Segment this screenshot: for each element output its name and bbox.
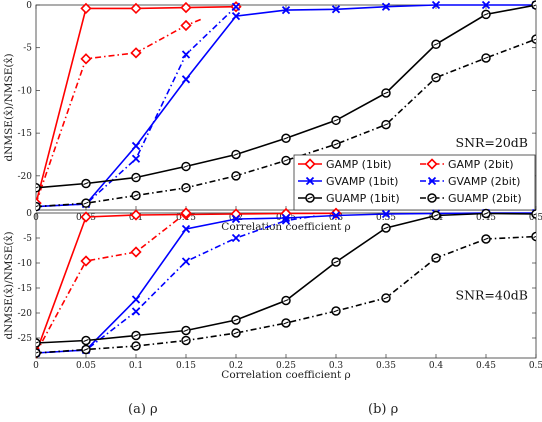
data-point [36, 201, 41, 212]
snr-annotation: SNR=40dB [456, 288, 528, 303]
figure: 0 0.05 0.1 0.15 0.2 0.25 0.3 0.35 0.4 0.45 0.5 0 -5 -… [3, 0, 542, 381]
caption-right: (b) ρ [368, 402, 399, 417]
y-tick-label: -5 [23, 234, 32, 244]
data-point [180, 207, 192, 219]
legend-entry: GAMP (1bit) [326, 158, 392, 171]
y-axis-label: dNMSE(x̂)/NMSE(x̂) [3, 53, 15, 161]
caption-left: (a) ρ [128, 402, 158, 417]
data-point [80, 53, 92, 65]
data-point [431, 0, 441, 10]
chart-panel-2: 0 0.05 0.1 0.15 0.2 0.25 0.3 0.35 0.4 0.45 0.5 0 -5 -… [3, 207, 542, 381]
data-point [130, 246, 142, 258]
snr-annotation: SNR=20dB [456, 135, 528, 150]
x-tick-label: 0 [33, 361, 39, 371]
data-point [281, 216, 291, 225]
y-tick-label: -20 [18, 172, 33, 182]
x-tick-label: 0.35 [376, 213, 396, 223]
x-axis-label: Correlation coefficient ρ [221, 369, 350, 381]
data-point [281, 213, 291, 223]
data-point [180, 19, 192, 32]
series-line-guamp-2bit [36, 38, 536, 208]
data-point [531, 34, 536, 44]
data-point [331, 211, 341, 220]
data-point [80, 255, 92, 267]
series-line-gamp-2bit [36, 17, 204, 204]
data-point [381, 209, 391, 219]
data-point [181, 224, 191, 234]
x-tick-label: 0.45 [476, 361, 496, 371]
data-point [531, 231, 536, 242]
x-tick-label: 0.05 [76, 361, 96, 371]
legend-marker [427, 176, 437, 186]
data-point [131, 307, 141, 316]
chart-panel-1: 00.050.10.150.20.250.30.350.40.450.50-5-… [3, 0, 542, 233]
y-axis-label: dNMSE(x̂)/NMSE(x̂) [3, 231, 15, 339]
data-point [36, 348, 41, 358]
legend-box [293, 154, 536, 211]
data-point [130, 47, 142, 59]
series-group [36, 0, 536, 212]
legend: GAMP (1bit) GAMP (2bit) GVAMP (1bit) GVAMP … [293, 154, 536, 211]
x-tick-label: 0.5 [529, 361, 542, 371]
x-tick-label: 0.35 [376, 361, 396, 371]
data-point [180, 1, 192, 14]
data-point [130, 2, 142, 15]
legend-marker [426, 158, 438, 170]
data-point [131, 295, 141, 304]
y-tick-label: 0 [26, 209, 32, 219]
legend-entry: GVAMP (1bit) [326, 175, 398, 188]
data-point [331, 5, 341, 14]
series-line-gvamp-1bit [36, 212, 536, 354]
x-tick-label: 0.4 [429, 361, 444, 371]
legend-entry: GUAMP (2bit) [448, 192, 522, 205]
data-point [80, 2, 92, 15]
x-tick-label: 0.15 [176, 361, 196, 371]
data-point [36, 338, 41, 348]
series-group [36, 207, 536, 359]
y-tick-label: -10 [18, 259, 33, 269]
data-point [531, 0, 536, 10]
data-point [130, 209, 142, 221]
y-tick-label: -15 [18, 129, 33, 139]
legend-entry: GUAMP (1bit) [326, 192, 400, 205]
data-point [281, 5, 291, 15]
x-tick-label: 0.3 [329, 361, 344, 371]
data-point [131, 141, 141, 151]
data-point [181, 50, 191, 59]
data-point [181, 75, 191, 84]
x-tick-label: 0.2 [229, 361, 243, 371]
y-tick-label: -5 [23, 44, 32, 54]
data-point [231, 11, 241, 21]
legend-entry: GAMP (2bit) [448, 158, 514, 171]
y-tick-label: -10 [18, 86, 33, 96]
y-tick-label: -25 [18, 334, 33, 344]
y-tick-label: -20 [18, 309, 33, 319]
legend-marker [305, 176, 315, 186]
x-tick-label: 0.1 [129, 361, 143, 371]
data-point [36, 183, 41, 193]
data-point [80, 211, 92, 223]
x-tick-label: 0.25 [276, 361, 296, 371]
data-point [531, 209, 536, 219]
data-point [481, 0, 491, 10]
figure-caption: (a) ρ (b) ρ [0, 400, 542, 422]
x-axis-label: Correlation coefficient ρ [221, 221, 350, 233]
y-tick-label: -15 [18, 284, 33, 294]
data-point [181, 257, 191, 266]
plot-frame [35, 212, 537, 359]
y-tick-label: 0 [26, 1, 32, 11]
data-point [381, 2, 391, 11]
data-point [131, 154, 141, 163]
legend-marker [304, 158, 316, 170]
data-point [231, 233, 241, 243]
data-point [231, 214, 241, 224]
legend-entry: GVAMP (2bit) [448, 175, 520, 188]
data-point [231, 2, 241, 11]
